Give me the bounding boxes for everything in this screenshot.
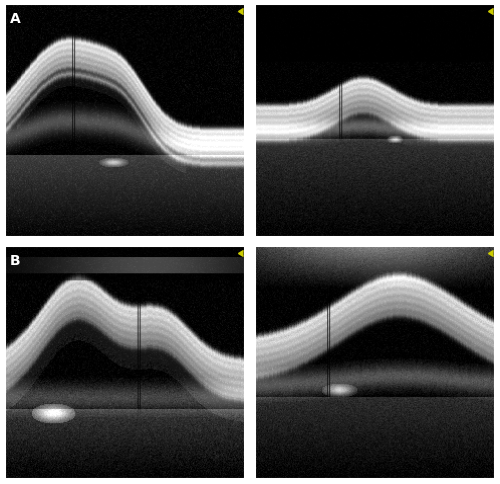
Text: B: B (10, 254, 20, 268)
Text: A: A (10, 12, 20, 26)
